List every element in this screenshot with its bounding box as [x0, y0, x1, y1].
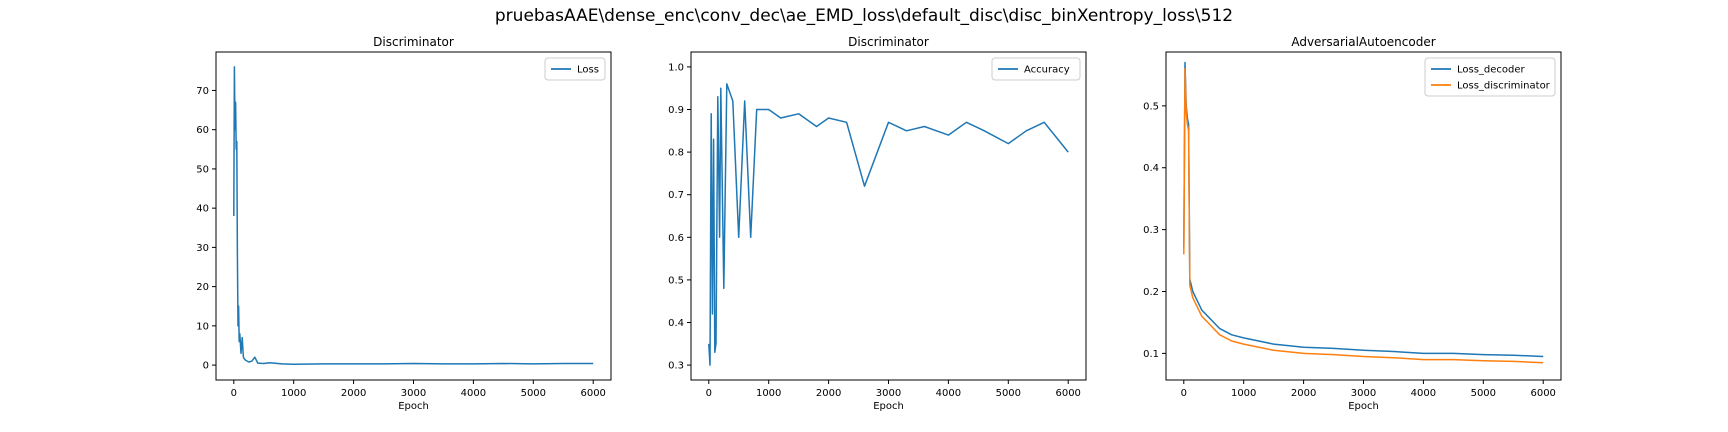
x-tick-label: 2000 — [816, 388, 841, 399]
y-tick-label: 0.3 — [1143, 225, 1159, 236]
x-tick-label: 2000 — [341, 388, 366, 399]
figure-suptitle: pruebasAAE\dense_enc\conv_dec\ae_EMD_los… — [494, 6, 1234, 26]
y-tick-label: 70 — [196, 86, 209, 97]
x-tick-label: 5000 — [996, 388, 1021, 399]
chart-title: Discriminator — [373, 35, 454, 49]
legend-label-1: Accuracy — [1024, 65, 1070, 76]
legend: Accuracy — [991, 57, 1081, 81]
x-tick-label: 4000 — [936, 388, 961, 399]
x-tick-label: 6000 — [580, 388, 605, 399]
legend-box — [991, 57, 1081, 81]
x-tick-label: 0 — [231, 388, 237, 399]
y-tick-label: 0 — [203, 361, 209, 372]
x-tick-label: 6000 — [1530, 388, 1555, 399]
x-tick-label: 1000 — [281, 388, 306, 399]
y-tick-label: 0.5 — [1143, 101, 1159, 112]
x-tick-label: 3000 — [876, 388, 901, 399]
chart-panel-1: 0 1000 2000 3000 4000 5000 6000 0 10 20 30 40 50 60 70… — [196, 35, 612, 412]
y-tick-label: 0.2 — [1143, 287, 1159, 298]
x-tick-label: 4000 — [1411, 388, 1436, 399]
chart-panel-3: 0 1000 2000 3000 4000 5000 6000 0.1 0.2 0.3 0.4 0.5… — [1143, 35, 1562, 412]
x-tick-label: 5000 — [1471, 388, 1496, 399]
y-tick-label: 50 — [196, 164, 209, 175]
chart-title: AdversarialAutoencoder — [1291, 35, 1435, 49]
legend-label-2: Loss_discriminator — [1457, 81, 1551, 92]
y-tick-label: 0.7 — [668, 190, 684, 201]
series-line-1 — [1183, 61, 1544, 358]
x-tick-label: 5000 — [521, 388, 546, 399]
series-line-1 — [708, 83, 1069, 366]
legend: Loss — [544, 57, 606, 81]
x-tick-label: 3000 — [1351, 388, 1376, 399]
x-tick-label: 0 — [706, 388, 712, 399]
y-tick-label: 0.4 — [668, 318, 684, 329]
y-tick-label: 0.5 — [668, 275, 684, 286]
x-tick-label: 4000 — [461, 388, 486, 399]
series-line-1 — [233, 66, 594, 366]
y-tick-label: 0.6 — [668, 233, 684, 244]
legend-label-1: Loss — [577, 65, 599, 76]
x-tick-label: 1000 — [756, 388, 781, 399]
x-tick-label: 0 — [1181, 388, 1187, 399]
y-tick-label: 30 — [196, 243, 209, 254]
series-line-2 — [1183, 67, 1544, 364]
legend: Loss_decoder Loss_discriminator — [1424, 57, 1556, 97]
y-tick-label: 20 — [196, 282, 209, 293]
y-tick-label: 0.9 — [668, 105, 684, 116]
x-tick-label: 3000 — [401, 388, 426, 399]
x-axis-label: Epoch — [398, 401, 429, 412]
y-tick-label: 0.4 — [1143, 163, 1159, 174]
x-axis-label: Epoch — [1348, 401, 1379, 412]
y-tick-label: 60 — [196, 125, 209, 136]
x-axis-label: Epoch — [873, 401, 904, 412]
y-tick-label: 10 — [196, 321, 209, 332]
x-tick-label: 6000 — [1055, 388, 1080, 399]
legend-box — [1424, 57, 1556, 97]
x-tick-label: 2000 — [1291, 388, 1316, 399]
y-tick-label: 0.8 — [668, 148, 684, 159]
y-tick-label: 1.0 — [668, 62, 684, 73]
y-tick-label: 0.1 — [1143, 349, 1159, 360]
legend-label-1: Loss_decoder — [1457, 65, 1526, 76]
legend-box — [544, 57, 606, 81]
axes-frame — [215, 51, 612, 381]
y-tick-label: 0.3 — [668, 361, 684, 372]
y-tick-label: 40 — [196, 204, 209, 215]
chart-title: Discriminator — [848, 35, 929, 49]
chart-panel-2: 0 1000 2000 3000 4000 5000 6000 0.3 0.4 0.5 0.6 0.7… — [668, 35, 1087, 412]
x-tick-label: 1000 — [1231, 388, 1256, 399]
